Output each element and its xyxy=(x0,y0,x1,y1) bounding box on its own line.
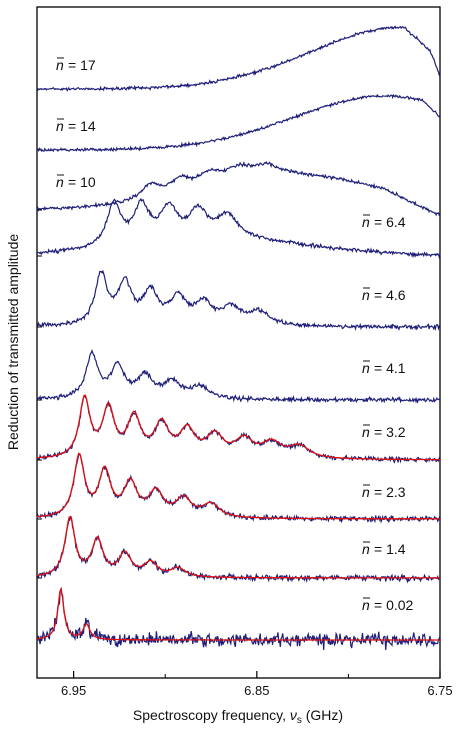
trace-label-var-1: n xyxy=(56,118,64,134)
trace-label-8: n = 1.4 xyxy=(362,541,406,557)
trace-label-1: n = 14 xyxy=(56,118,96,134)
spectra-traces xyxy=(36,25,441,651)
trace-label-var-6: n xyxy=(362,424,370,440)
trace-fit-8 xyxy=(36,515,440,579)
trace-data-4 xyxy=(36,269,441,332)
trace-label-3: n = 6.4 xyxy=(362,214,406,230)
trace-label-value-9: = 0.02 xyxy=(374,597,414,613)
trace-label-value-1: = 14 xyxy=(68,118,96,134)
trace-label-value-7: = 2.3 xyxy=(374,484,406,500)
trace-label-var-9: n xyxy=(362,597,370,613)
trace-label-value-5: = 4.1 xyxy=(374,360,406,376)
trace-label-2: n = 10 xyxy=(56,174,96,190)
trace-fit-6 xyxy=(36,394,440,461)
x-tick-label-1: 6.85 xyxy=(244,683,269,698)
trace-data-1 xyxy=(36,93,441,153)
trace-data-0 xyxy=(36,25,441,92)
trace-label-4: n = 4.6 xyxy=(362,287,406,303)
trace-label-var-2: n xyxy=(56,174,64,190)
x-tick-marks: 6.95 6.85 6.75 xyxy=(61,671,453,698)
x-tick-label-2: 6.75 xyxy=(427,683,452,698)
trace-label-var-7: n xyxy=(362,484,370,500)
trace-label-value-0: = 17 xyxy=(68,57,96,73)
trace-data-9 xyxy=(36,586,441,651)
trace-data-3 xyxy=(37,197,441,259)
trace-fit-9 xyxy=(36,586,440,641)
trace-label-var-3: n xyxy=(362,214,370,230)
trace-label-value-8: = 1.4 xyxy=(374,541,406,557)
plot-frame xyxy=(36,6,441,679)
trace-label-var-8: n xyxy=(362,541,370,557)
trace-label-6: n = 3.2 xyxy=(362,424,406,440)
trace-label-var-4: n xyxy=(362,287,370,303)
trace-label-7: n = 2.3 xyxy=(362,484,406,500)
trace-data-2 xyxy=(36,160,441,217)
trace-labels: n = 17n = 14n = 10n = 6.4n = 4.6n = 4.1n = 3.2n… xyxy=(56,57,414,613)
trace-fit-7 xyxy=(36,452,440,520)
trace-label-value-4: = 4.6 xyxy=(374,287,406,303)
trace-label-var-0: n xyxy=(56,57,64,73)
trace-label-var-5: n xyxy=(362,360,370,376)
trace-label-value-2: = 10 xyxy=(68,174,96,190)
y-tick-marks xyxy=(37,88,42,641)
trace-label-5: n = 4.1 xyxy=(362,360,406,376)
y-axis-label: Reduction of transmitted amplitude xyxy=(5,234,21,451)
x-axis-label: Spectroscopy frequency, νs (GHz) xyxy=(133,707,343,726)
trace-data-5 xyxy=(36,349,441,404)
trace-label-9: n = 0.02 xyxy=(362,597,414,613)
x-tick-label-0: 6.95 xyxy=(61,683,86,698)
trace-label-value-3: = 6.4 xyxy=(374,214,406,230)
trace-label-value-6: = 3.2 xyxy=(374,424,406,440)
trace-label-0: n = 17 xyxy=(56,57,96,73)
